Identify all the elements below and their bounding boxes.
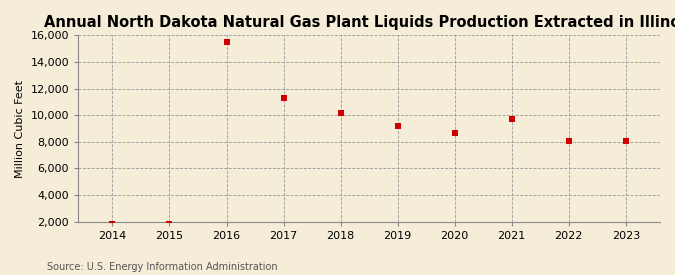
Y-axis label: Million Cubic Feet: Million Cubic Feet bbox=[15, 79, 25, 178]
Point bbox=[335, 110, 346, 115]
Point bbox=[164, 222, 175, 226]
Point bbox=[564, 138, 574, 143]
Point bbox=[506, 117, 517, 121]
Point bbox=[107, 222, 118, 227]
Point bbox=[392, 124, 403, 128]
Point bbox=[620, 138, 631, 143]
Point bbox=[450, 130, 460, 135]
Point bbox=[278, 96, 289, 100]
Title: Annual North Dakota Natural Gas Plant Liquids Production Extracted in Illinois: Annual North Dakota Natural Gas Plant Li… bbox=[44, 15, 675, 30]
Text: Source: U.S. Energy Information Administration: Source: U.S. Energy Information Administ… bbox=[47, 262, 278, 272]
Point bbox=[221, 40, 232, 44]
